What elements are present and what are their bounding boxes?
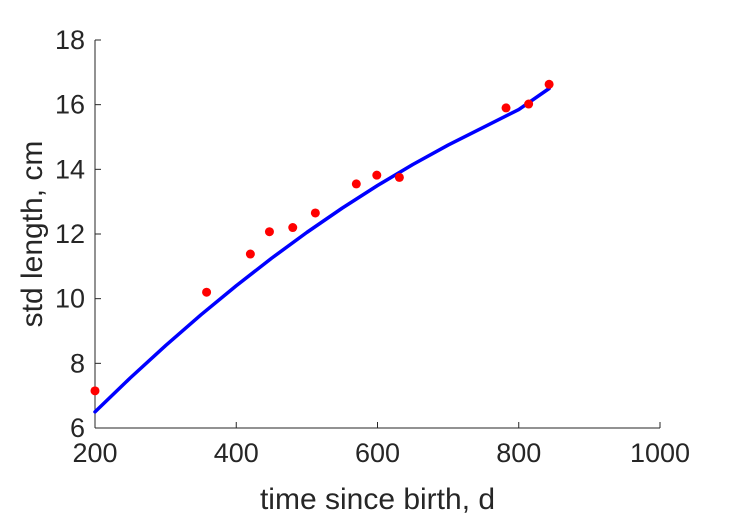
y-axis-label: std length, cm xyxy=(16,141,49,328)
data-point xyxy=(524,99,534,109)
data-point xyxy=(202,287,212,297)
y-tick-label: 6 xyxy=(70,413,85,443)
data-point xyxy=(288,223,298,233)
y-tick-label: 14 xyxy=(55,154,85,184)
x-tick-label: 200 xyxy=(72,438,117,468)
x-ticks: 200 400 600 800 1000 xyxy=(72,422,690,468)
data-point xyxy=(372,170,382,180)
data-point xyxy=(394,172,404,182)
data-point xyxy=(501,103,511,113)
y-tick-label: 12 xyxy=(55,219,85,249)
y-tick-label: 16 xyxy=(55,90,85,120)
data-point xyxy=(264,227,274,237)
data-point xyxy=(90,386,100,396)
data-point xyxy=(310,208,320,218)
x-tick-label: 600 xyxy=(355,438,400,468)
x-tick-label: 400 xyxy=(214,438,259,468)
x-tick-label: 800 xyxy=(496,438,541,468)
y-tick-label: 10 xyxy=(55,284,85,314)
x-tick-label: 1000 xyxy=(630,438,690,468)
data-point xyxy=(245,249,255,259)
y-tick-label: 8 xyxy=(70,348,85,378)
fit-curve xyxy=(93,86,551,414)
data-point xyxy=(351,179,361,189)
x-axis-label: time since birth, d xyxy=(260,483,495,516)
y-tick-label: 18 xyxy=(55,25,85,55)
y-ticks: 6 8 10 12 14 16 18 xyxy=(55,25,101,443)
data-point xyxy=(544,79,554,89)
plot-area xyxy=(90,79,554,414)
axes xyxy=(94,40,660,429)
